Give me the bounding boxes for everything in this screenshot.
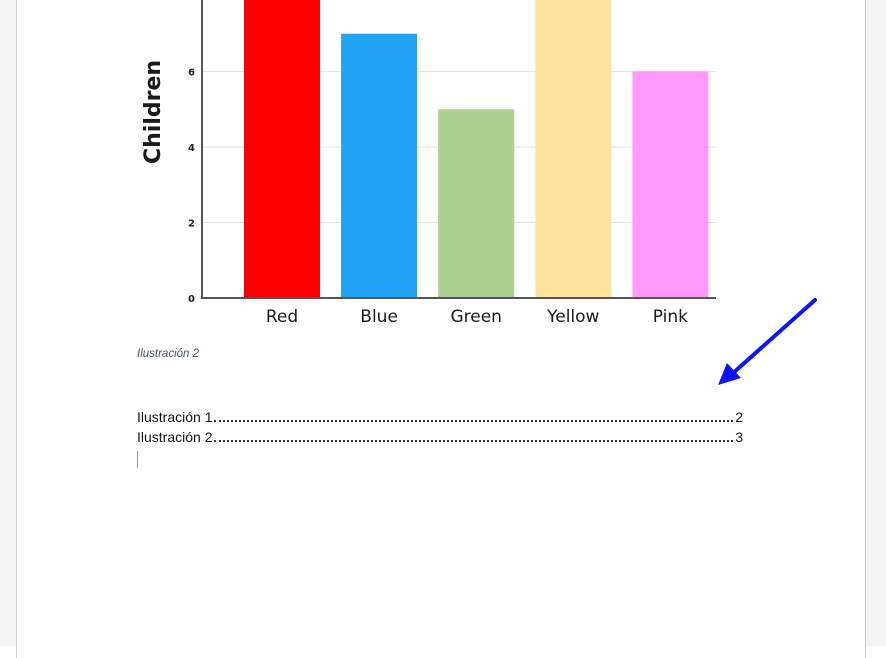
y-tick-label: 0 (188, 294, 195, 305)
toc-entry-page: 3 (735, 429, 743, 445)
bar-green (438, 109, 515, 298)
chart-y-axis-label: Children (141, 60, 166, 164)
chart-axes: 0 2 4 6 8 Red Blue Green Yellow Pink (188, 0, 716, 327)
y-tick-label: 6 (188, 68, 195, 79)
y-tick-label: 8 (188, 0, 195, 3)
x-category-label: Yellow (546, 307, 599, 327)
toc-entry-page: 2 (735, 409, 743, 425)
y-tick-label: 4 (188, 143, 195, 154)
y-tick-label: 2 (188, 219, 195, 230)
bar-yellow (535, 0, 612, 298)
bar-pink (632, 71, 709, 298)
toc-entry-label: Ilustración 1 (137, 409, 213, 425)
text-cursor (137, 451, 138, 468)
toc-entry-label: Ilustración 2 (137, 429, 213, 445)
bar-blue (341, 33, 418, 298)
table-of-figures[interactable]: Ilustración 1 2 Ilustración 2 3 (137, 409, 743, 449)
bar-red (244, 0, 320, 298)
chart-bars (244, 0, 709, 298)
toc-entry[interactable]: Ilustración 1 2 (137, 409, 743, 429)
toc-entry[interactable]: Ilustración 2 3 (137, 429, 743, 449)
x-category-label: Red (266, 307, 298, 327)
toc-leader-dots (214, 439, 734, 442)
bar-chart: 0 2 4 6 8 Red Blue Green Yellow Pink Children (141, 0, 716, 327)
x-category-label: Blue (360, 307, 398, 327)
toc-leader-dots (214, 419, 734, 422)
figure-caption: Ilustración 2 (137, 348, 200, 360)
x-category-label: Pink (653, 307, 688, 327)
x-category-label: Green (450, 307, 501, 327)
